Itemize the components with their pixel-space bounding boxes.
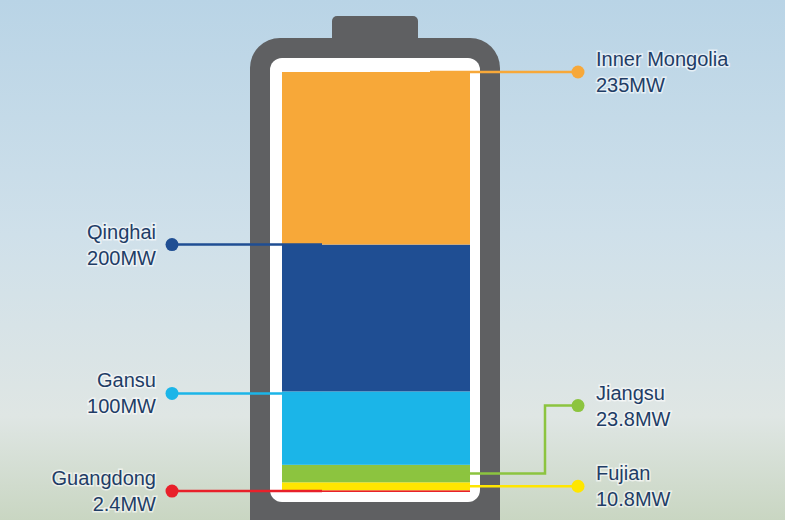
svg-text:Gansu: Gansu <box>97 369 156 391</box>
svg-text:23.8MW: 23.8MW <box>596 408 671 430</box>
svg-text:235MW: 235MW <box>596 74 665 96</box>
svg-text:Fujian: Fujian <box>596 462 650 484</box>
svg-text:Guangdong: Guangdong <box>51 467 156 489</box>
svg-text:2.4MW: 2.4MW <box>93 493 156 515</box>
svg-text:Inner Mongolia: Inner Mongolia <box>596 48 729 70</box>
svg-text:Qinghai: Qinghai <box>87 221 156 243</box>
svg-text:Jiangsu: Jiangsu <box>596 382 665 404</box>
svg-text:10.8MW: 10.8MW <box>596 488 671 510</box>
svg-text:200MW: 200MW <box>87 247 156 269</box>
svg-text:100MW: 100MW <box>87 395 156 417</box>
